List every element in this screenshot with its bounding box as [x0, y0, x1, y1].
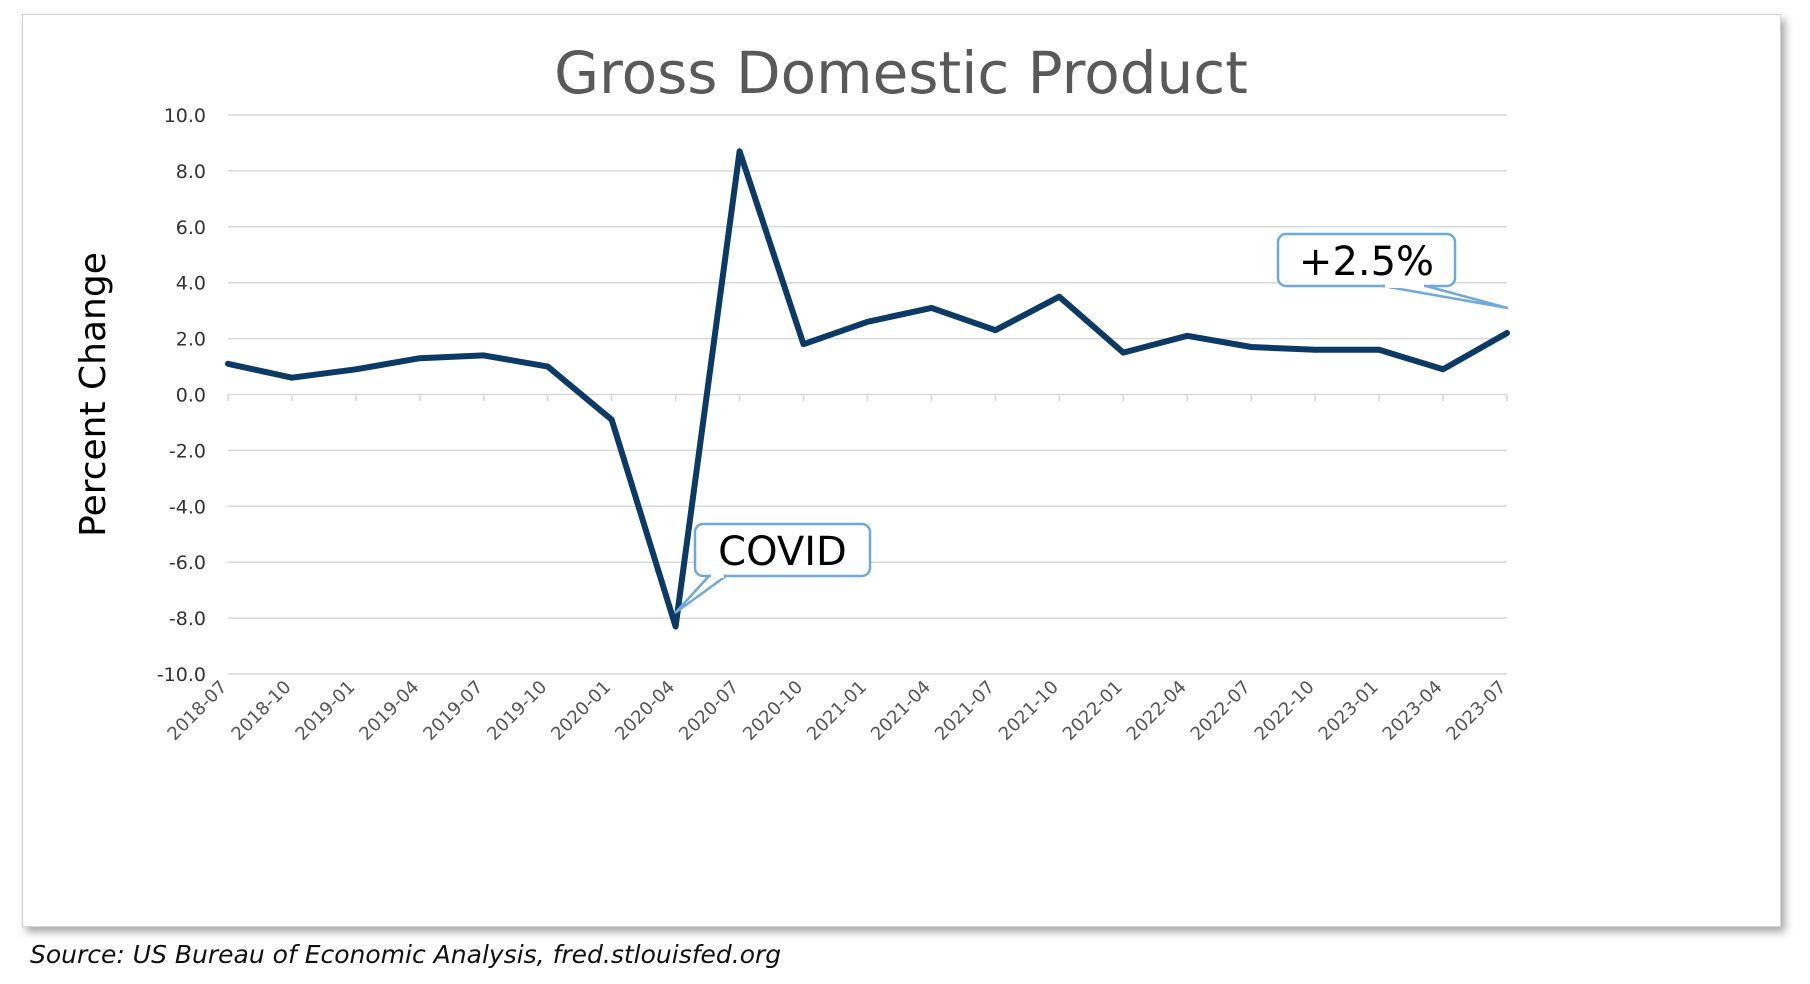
x-tick-label: 2021-04: [867, 677, 935, 745]
y-tick-label: 10.0: [164, 105, 206, 127]
x-tick-label: 2023-07: [1442, 677, 1510, 745]
x-tick-label: 2019-01: [291, 677, 359, 745]
x-tick-label: 2023-01: [1315, 677, 1383, 745]
x-tick-label: 2020-10: [739, 677, 807, 745]
y-tick-label: 8.0: [176, 161, 206, 183]
x-tick-label: 2020-07: [675, 677, 743, 745]
callout-box: [1276, 232, 1457, 288]
y-tick-label: -2.0: [169, 440, 206, 462]
callout-text: COVID: [718, 529, 847, 575]
y-tick-label: 4.0: [176, 273, 206, 295]
source-note: Source: US Bureau of Economic Analysis, …: [30, 940, 782, 969]
callout-2-5: +2.5%: [1276, 232, 1509, 310]
gdp-line-chart: Gross Domestic Product 10.0 8.0 6.0 4.0 2.0 0.…: [73, 39, 1511, 745]
y-tick-label: 6.0: [176, 217, 206, 239]
x-tick-label: 2019-10: [483, 677, 551, 745]
callout-box: [693, 522, 872, 578]
y-tick-label: 2.0: [176, 329, 206, 351]
callout-text: +2.5%: [1299, 239, 1434, 285]
x-tick-label: 2022-10: [1251, 677, 1319, 745]
x-tick-label: 2022-07: [1187, 677, 1255, 745]
y-tick-label: -8.0: [169, 608, 206, 630]
y-axis-label: Percent Change: [73, 252, 114, 537]
x-tick-label: 2021-01: [803, 677, 871, 745]
x-tick-label: 2021-07: [931, 677, 999, 745]
x-tick-label: 2020-04: [611, 677, 679, 745]
y-tick-label: -4.0: [169, 496, 206, 518]
x-tick-label: 2018-07: [163, 677, 231, 745]
x-tick-label: 2022-04: [1123, 677, 1191, 745]
chart-frame: Gross Domestic Product 10.0 8.0 6.0 4.0 2.0 0.…: [22, 14, 1781, 927]
y-tick-label: -10.0: [157, 664, 206, 686]
callout-pointer: [1381, 284, 1509, 310]
callout-covid: COVID: [674, 522, 872, 614]
x-tick-label: 2018-10: [227, 677, 295, 745]
chart-title: Gross Domestic Product: [554, 39, 1248, 107]
x-tick-label: 2019-07: [419, 677, 487, 745]
x-tick-label: 2022-01: [1059, 677, 1127, 745]
gdp-series-line: [225, 148, 1510, 630]
x-tick-label: 2021-10: [995, 677, 1063, 745]
x-tick-label: 2019-04: [355, 677, 423, 745]
y-tick-label: -6.0: [169, 552, 206, 574]
x-tick-label: 2023-04: [1379, 677, 1447, 745]
y-tick-label: 0.0: [176, 385, 206, 407]
x-tick-label: 2020-01: [547, 677, 615, 745]
